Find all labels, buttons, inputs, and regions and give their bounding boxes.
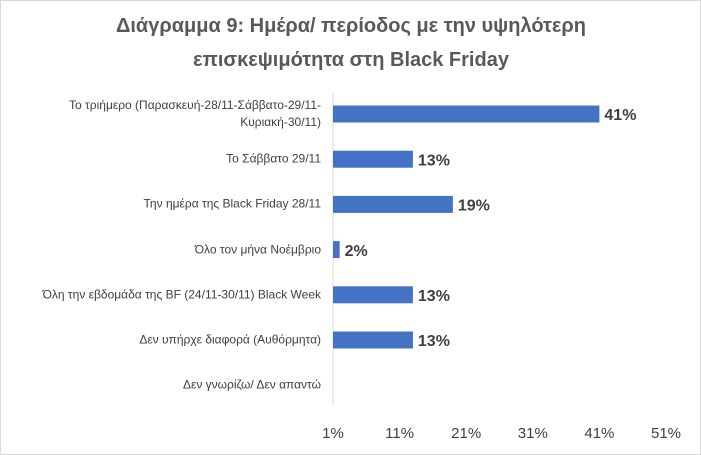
y-tick-label: Όλη την εβδομάδα της BF (24/11-30/11) Bl…: [42, 287, 321, 302]
x-tick-label: 1%: [322, 425, 344, 442]
data-label: 41%: [604, 107, 636, 124]
y-tick-label: Δεν γνωρίζω/ Δεν απαντώ: [182, 377, 321, 392]
bar: [333, 195, 453, 213]
bar: [333, 331, 413, 349]
x-tick-label: 11%: [385, 425, 414, 442]
data-label: 13%: [418, 152, 450, 169]
y-tick-label: Το Σάββατο 29/11: [226, 151, 321, 166]
bar: [333, 105, 600, 123]
x-tick-label: 31%: [518, 425, 548, 442]
y-tick-label: Όλο τον μήνα Νοέμβριο: [194, 242, 321, 257]
y-tick-label: Το τριήμερο (Παρασκευή-28/11-Σάββατο-29/…: [69, 98, 321, 129]
chart-title: Διάγραμμα 9: Ημέρα/ περίοδος με την υψηλ…: [116, 15, 586, 71]
bar: [333, 241, 340, 259]
x-tick-label: 51%: [651, 425, 681, 442]
data-label: 13%: [418, 333, 450, 350]
data-label: 19%: [458, 198, 490, 215]
bar: [333, 286, 413, 304]
x-tick-label: 41%: [584, 425, 614, 442]
x-tick-label: 21%: [451, 425, 481, 442]
data-label: 13%: [418, 288, 450, 305]
y-tick-label: Δεν υπήρχε διαφορά (Αυθόρμητα): [139, 332, 321, 347]
bar: [333, 150, 413, 168]
y-tick-label: Την ημέρα της Black Friday 28/11: [143, 196, 321, 211]
data-label: 2%: [345, 243, 368, 260]
